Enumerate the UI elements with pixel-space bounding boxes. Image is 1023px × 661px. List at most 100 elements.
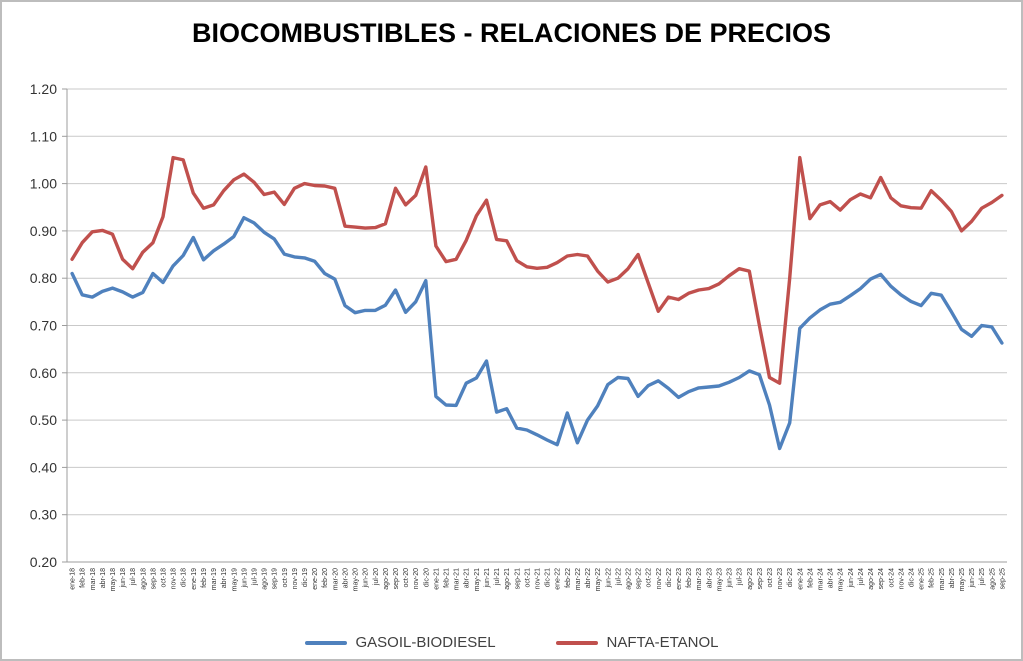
- x-axis-label: may-23: [716, 568, 723, 591]
- x-axis-label: feb-19: [201, 568, 208, 588]
- x-axis-label: abr-25: [949, 568, 956, 588]
- x-axis-label: dic-21: [545, 568, 552, 587]
- x-axis-label: sep-20: [393, 568, 400, 590]
- x-axis-label: feb-23: [686, 568, 693, 588]
- x-axis-label: feb-20: [322, 568, 329, 588]
- x-axis-label: feb-18: [80, 568, 87, 588]
- x-axis-label: jun-22: [605, 568, 612, 589]
- x-axis-label: sep-21: [514, 568, 521, 590]
- x-axis-label: nov-24: [898, 568, 905, 590]
- x-axis-label: ago-21: [504, 568, 511, 590]
- x-axis-label: ago-19: [262, 568, 269, 590]
- series-line-gasoil-biodiesel: [70, 215, 1004, 451]
- x-axis-label: sep-18: [150, 568, 157, 590]
- x-axis-label: ene-18: [70, 568, 77, 590]
- x-axis-label: oct-24: [888, 568, 895, 588]
- x-axis-label: sep-22: [636, 568, 643, 590]
- x-axis-label: sep-23: [757, 568, 764, 590]
- x-axis-label: jun-19: [241, 568, 248, 589]
- x-axis-label: may-18: [110, 568, 117, 591]
- x-axis-label: abr-21: [464, 568, 471, 588]
- x-axis-label: ago-18: [140, 568, 147, 590]
- plot-area: 1.20 1.10 1.00 0.90 0.80 0.70 0.60 0.50 0.40 0.30…: [30, 81, 1007, 591]
- x-axis-label: jul-18: [130, 568, 137, 586]
- x-axis-label: dic-22: [666, 568, 673, 587]
- x-axis-label: dic-18: [181, 568, 188, 587]
- x-axis-label: mar-23: [696, 568, 703, 590]
- x-axis-label: abr-22: [585, 568, 592, 588]
- x-axis-label: oct-22: [646, 568, 653, 588]
- x-axis-label: sep-25: [999, 568, 1006, 590]
- x-axis-label: sep-19: [272, 568, 279, 590]
- y-axis-label: 0.20: [30, 554, 57, 570]
- x-axis-label: jul-19: [251, 568, 258, 586]
- x-axis-label: jun-18: [120, 568, 127, 589]
- x-axis-label: ago-20: [383, 568, 390, 590]
- y-axis-label: 1.20: [30, 81, 57, 97]
- x-axis-label: may-22: [595, 568, 602, 591]
- x-axis-label: nov-21: [535, 568, 542, 590]
- x-axis-label: jul-21: [494, 568, 501, 586]
- x-axis-label: dic-19: [302, 568, 309, 587]
- x-axis-label: jul-25: [979, 568, 986, 586]
- x-axis-label: feb-24: [807, 568, 814, 588]
- x-axis-label: mar-19: [211, 568, 218, 590]
- chart-title: BIOCOMBUSTIBLES - RELACIONES DE PRECIOS: [191, 18, 832, 48]
- x-axis-label: jun-21: [484, 568, 491, 589]
- x-axis-label: jun-25: [969, 568, 976, 589]
- x-axis-label: mar-18: [90, 568, 97, 590]
- x-axis-label: may-20: [353, 568, 360, 591]
- x-axis-label: ago-23: [747, 568, 754, 590]
- x-axis-label: nov-22: [656, 568, 663, 590]
- x-axis-label: may-19: [231, 568, 238, 591]
- x-axis-label: abr-18: [100, 568, 107, 588]
- x-axis-label: oct-19: [282, 568, 289, 588]
- x-axis-label: may-25: [959, 568, 966, 591]
- x-axis-label: feb-25: [929, 568, 936, 588]
- x-axis-label: ene-24: [797, 568, 804, 590]
- x-axis-label: nov-18: [171, 568, 178, 590]
- y-axis-label: 0.90: [30, 223, 57, 239]
- x-axis-label: jul-24: [858, 568, 865, 586]
- series-line-nafta-etanol: [70, 155, 1004, 385]
- x-axis-label: mar-25: [939, 568, 946, 590]
- x-axis-label: jul-22: [615, 568, 622, 586]
- legend-line-swatch-red: [555, 640, 598, 645]
- y-axis-label: 0.60: [30, 365, 57, 381]
- x-axis-label: ene-19: [191, 568, 198, 590]
- x-axis-label: dic-20: [423, 568, 430, 587]
- legend-label-nafta-etanol: NAFTA-ETANOL: [606, 634, 719, 651]
- y-axis-label: 1.00: [30, 176, 57, 192]
- x-axis-label: nov-23: [777, 568, 784, 590]
- x-axis-label: may-21: [474, 568, 481, 591]
- x-axis-label: ago-25: [989, 568, 996, 590]
- x-axis-label: mar-20: [332, 568, 339, 590]
- x-axis-label: mar-24: [818, 568, 825, 590]
- x-axis-label: jun-23: [727, 568, 734, 589]
- x-axis-label: ene-23: [676, 568, 683, 590]
- x-axis-label: abr-24: [828, 568, 835, 588]
- x-axis-label: oct-20: [403, 568, 410, 588]
- x-axis-label: abr-20: [342, 568, 349, 588]
- legend-line-swatch-blue: [304, 640, 347, 645]
- x-axis-label: mar-22: [575, 568, 582, 590]
- x-axis-label: abr-23: [706, 568, 713, 588]
- y-axis-label: 0.50: [30, 412, 57, 428]
- legend-item-gasoil-biodiesel: GASOIL-BIODIESEL: [304, 634, 496, 651]
- x-axis-label: sep-24: [878, 568, 885, 590]
- x-axis-label: nov-19: [292, 568, 299, 590]
- x-axis-label: nov-20: [413, 568, 420, 590]
- y-axis-label: 0.40: [30, 459, 57, 475]
- legend: GASOIL-BIODIESEL NAFTA-ETANOL: [2, 634, 1021, 651]
- x-axis-label: ago-22: [625, 568, 632, 590]
- x-axis-label: jun-24: [848, 568, 855, 589]
- x-axis-label: feb-22: [565, 568, 572, 588]
- x-axis-label: dic-23: [787, 568, 794, 587]
- x-axis-label: feb-21: [444, 568, 451, 588]
- y-axis-label: 0.70: [30, 318, 57, 334]
- x-axis-label: jun-20: [363, 568, 370, 589]
- x-axis-label: ago-24: [868, 568, 875, 590]
- x-axis-label: ene-22: [555, 568, 562, 590]
- x-axis-label: ene-20: [312, 568, 319, 590]
